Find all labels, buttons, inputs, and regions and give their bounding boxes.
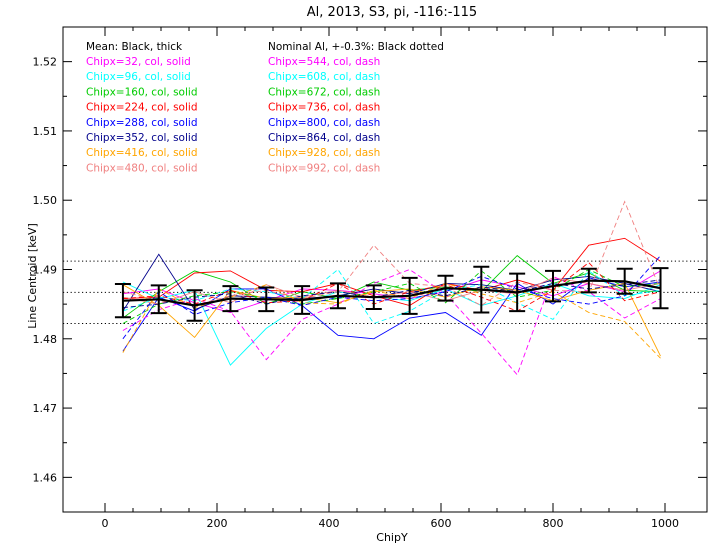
y-tick-label: 1.46 (33, 471, 58, 484)
y-tick-label: 1.49 (33, 264, 58, 277)
series-line-13 (122, 255, 661, 340)
mean-series-line (122, 279, 661, 307)
error-bar (329, 282, 346, 310)
legend-entry: Chipx=288, col, solid (86, 117, 197, 129)
legend-nominal: Nominal Al, +-0.3%: Black dotted (268, 41, 444, 53)
series-line-5 (122, 277, 661, 352)
x-tick-label: 1000 (651, 517, 679, 530)
error-bar (437, 274, 454, 302)
series-line-9 (122, 268, 661, 376)
error-bar (365, 284, 382, 310)
series-line-4 (122, 237, 661, 306)
series-line-14 (122, 279, 661, 309)
error-bar (616, 267, 633, 295)
error-bar (509, 272, 526, 313)
nominal-lines (63, 260, 707, 325)
legend-entry: Chipx=480, col, solid (86, 162, 197, 174)
plot-frame (62, 26, 708, 513)
y-tick-label: 1.50 (33, 194, 58, 207)
error-bar (652, 267, 669, 310)
series-line-2 (122, 281, 661, 366)
series-line-10 (122, 268, 661, 325)
axes: 0 200 400 600 800 1000 1.46 1.47 1.48 1.49 1.50 1.5… (33, 26, 708, 530)
legend-entry: Chipx=32, col, solid (86, 56, 191, 68)
error-bar (545, 269, 561, 303)
y-tick-label: 1.47 (33, 402, 58, 415)
x-tick-label: 800 (543, 517, 564, 530)
mean-line (122, 279, 661, 307)
series-lines (122, 200, 661, 376)
legend-entry: Chipx=544, col, dash (268, 56, 380, 68)
error-bar (150, 284, 167, 315)
error-bar (258, 286, 275, 313)
x-tick-label: 200 (207, 517, 228, 530)
error-bar (580, 267, 597, 294)
legend-entry: Chipx=672, col, dash (268, 86, 380, 98)
error-bar (186, 289, 203, 322)
x-tick-label: 600 (431, 517, 452, 530)
legend-entry: Chipx=928, col, dash (268, 147, 380, 159)
legend-entry: Chipx=608, col, dash (268, 71, 380, 83)
legend: Chipx=32, col, solid Chipx=96, col, solid… (86, 56, 380, 174)
error-bar (222, 285, 239, 313)
legend-entry: Chipx=224, col, solid (86, 102, 197, 114)
error-bar (114, 283, 131, 319)
y-tick-label: 1.48 (33, 333, 58, 346)
error-bar (401, 276, 418, 315)
legend-mean: Mean: Black, thick (86, 41, 183, 53)
legend-entry: Chipx=160, col, solid (86, 86, 197, 98)
error-bar (294, 285, 311, 315)
y-tick-label: 1.51 (33, 125, 58, 138)
legend-entry: Chipx=416, col, solid (86, 147, 197, 159)
mean-error-bars (114, 265, 669, 322)
chart-title: Al, 2013, S3, pi, -116:-115 (307, 5, 477, 20)
legend-entry: Chipx=352, col, solid (86, 132, 197, 144)
x-tick-label: 400 (319, 517, 340, 530)
legend-entry: Chipx=864, col, dash (268, 132, 380, 144)
legend-entry: Chipx=96, col, solid (86, 71, 191, 83)
legend-entry: Chipx=992, col, dash (268, 162, 380, 174)
x-tick-label: 0 (102, 517, 109, 530)
x-axis-label: ChipY (376, 531, 408, 544)
y-tick-label: 1.52 (33, 56, 58, 69)
y-axis-label: Line Centroid [keV] (26, 223, 39, 329)
series-line-16 (122, 200, 661, 307)
series-line-12 (122, 261, 661, 312)
error-bar (473, 265, 490, 314)
legend-entry: Chipx=736, col, dash (268, 102, 380, 114)
legend-entry: Chipx=800, col, dash (268, 117, 380, 129)
